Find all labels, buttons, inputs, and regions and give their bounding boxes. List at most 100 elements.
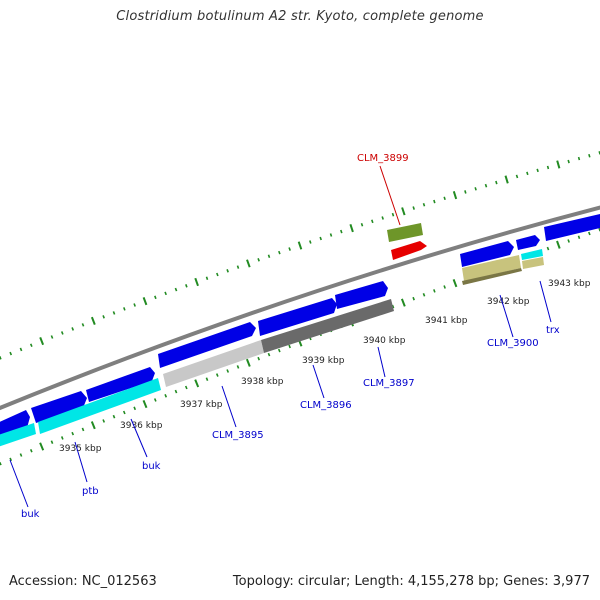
gene-arrow[interactable] [516,235,540,250]
scale-tick [412,206,415,210]
scale-tick [112,311,116,315]
scale-tick [546,246,550,251]
gene-arrow[interactable] [31,391,87,423]
scale-tick [9,457,13,462]
gene-label-buk[interactable]: buk [21,509,40,520]
gene-block-red[interactable] [391,241,427,260]
scale-tick [577,156,581,161]
kbp-label: 3943 kbp [548,279,591,289]
scale-tick [39,337,45,346]
gene-arrow[interactable] [460,241,514,267]
scale-tick [164,291,167,296]
scale-tick [556,240,561,249]
gene-label-ptb[interactable]: ptb [82,486,99,497]
scale-tick [236,265,240,269]
scale-tick [50,335,54,339]
scale-tick [504,175,509,184]
gene-label-clm-3895[interactable]: CLM_3895 [212,430,264,441]
scale-tick [536,168,539,173]
gene-arrow[interactable] [258,298,337,336]
scale-tick [215,373,219,377]
gene-label-clm-3897[interactable]: CLM_3897 [363,378,415,389]
gene-labels: buk ptb buk CLM_3895 CLM_3896 CLM_3897 C… [21,153,560,520]
gene-arrow[interactable] [335,281,388,309]
gene-label-clm-3899[interactable]: CLM_3899 [357,153,409,164]
gene-block-olive[interactable] [387,223,423,242]
kbp-label: 3940 kbp [363,336,406,346]
kbp-label: 3939 kbp [302,356,345,366]
scale-tick [29,448,33,453]
gene-label-trx[interactable]: trx [546,325,560,336]
gene-arrow[interactable] [0,410,30,440]
scale-tick [443,285,446,289]
scale-tick [184,385,188,390]
scale-tick [142,297,148,306]
scale-tick [452,190,458,200]
scale-tick [205,276,209,280]
forward-strand-genes [0,214,600,440]
scale-tick [142,400,148,409]
scale-tick [194,277,199,287]
scale-tick [567,239,570,243]
scale-tick [515,174,519,179]
gene-label-buk[interactable]: buk [142,461,161,472]
gene-block[interactable] [261,299,394,353]
gene-block[interactable] [462,268,522,285]
scale-tick [433,199,436,204]
scale-tick [391,212,395,217]
scale-tick [81,323,85,327]
scale-tick [484,183,488,188]
scale-tick [174,389,178,394]
scale-tick [19,453,23,457]
genome-title: Clostridium botulinum A2 str. Kyoto, com… [116,9,484,24]
label-leaders [9,165,552,508]
genome-backbone [0,205,600,411]
gene-arrow[interactable] [544,214,600,241]
scale-tick [9,351,13,356]
gene-label-clm-3900[interactable]: CLM_3900 [487,338,539,349]
scale-tick [133,406,137,411]
gene-block[interactable] [163,340,264,387]
scale-tick [360,222,364,227]
scale-tick [422,203,426,207]
gene-block[interactable] [462,255,521,281]
scale-tick [412,296,415,301]
kbp-label: 3936 kbp [120,421,163,431]
scale-tick [474,187,477,191]
scale-tick [112,414,116,419]
kbp-label: 3942 kbp [487,297,530,307]
scale-tick [122,410,126,415]
scale-tick [349,223,354,233]
kbp-scale-labels: 3935 kbp 3936 kbp 3937 kbp 3938 kbp 3939… [59,279,591,454]
gene-block[interactable] [0,423,36,448]
scale-tick [102,315,105,319]
scale-tick [0,461,2,466]
scale-tick [174,287,178,292]
scale-tick [164,394,168,398]
scale-tick [546,165,550,170]
scale-tick [185,284,188,288]
gene-arrow[interactable] [86,367,155,402]
scale-tick [153,398,157,402]
scale-tick [71,431,75,436]
gene-block[interactable] [522,257,544,269]
accession-text: Accession: NC_012563 [9,574,157,589]
scale-tick [577,235,581,239]
scale-tick [443,196,446,201]
gene-block[interactable] [521,249,543,260]
scale-tick [371,219,374,224]
kbp-label: 3937 kbp [180,400,223,410]
gene-label-clm-3896[interactable]: CLM_3896 [300,400,352,411]
scale-tick [246,259,251,268]
scale-tick [401,207,406,216]
scale-tick [288,344,291,349]
scale-tick [340,229,343,234]
scale-tick [123,307,126,311]
scale-tick [277,348,281,353]
scale-tick [50,440,54,444]
scale-tick [309,240,312,244]
scale-tick [90,316,96,325]
scale-tick [319,236,322,241]
gene-arrow[interactable] [158,322,256,368]
gene-block[interactable] [38,378,161,434]
